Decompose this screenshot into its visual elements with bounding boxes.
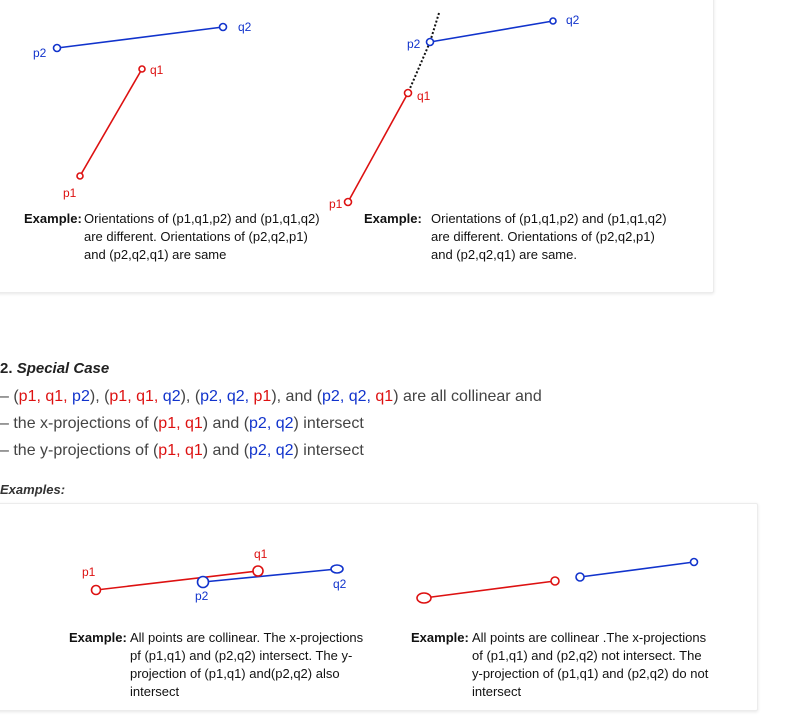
point-q2 <box>549 17 557 25</box>
caption-line: and (p2,q2,q1) are same. <box>431 247 577 262</box>
caption-line: All points are collinear .The x-projecti… <box>472 630 707 645</box>
top-left-diagram: p2 q2 p1 q1 <box>33 20 252 200</box>
segment-p2-q2 <box>579 561 695 578</box>
top-example-card <box>0 0 714 293</box>
caption-line: are different. Orientations of (p2,q2,p1… <box>431 229 655 244</box>
point-p2 <box>575 572 585 582</box>
caption-example-label: Example: <box>69 630 127 645</box>
label-q2: q2 <box>333 577 347 591</box>
segment-p1-q1 <box>79 68 143 177</box>
label-p1: p1 <box>63 186 77 200</box>
section-title: Special Case <box>16 360 110 377</box>
caption-line: y-projection of (p1,q1) and (p2,q2) do n… <box>472 666 709 681</box>
point-q1 <box>252 565 264 577</box>
top-diagrams: p2 q2 p1 q1 p2 q2 p1 q1 <box>33 12 580 211</box>
caption-line: intersect <box>472 684 522 699</box>
caption-line: Orientations of (p1,q1,p2) and (p1,q1,q2… <box>84 211 320 226</box>
caption-example-label: Example: <box>364 211 422 226</box>
segment-p1-q1 <box>95 570 259 591</box>
caption-line: pf (p1,q1) and (p2,q2) intersect. The y- <box>130 648 353 663</box>
segment-p2-q2 <box>429 20 554 43</box>
top-left-caption: Example: Orientations of (p1,q1,p2) and … <box>24 210 344 266</box>
caption-line: of (p1,q1) and (p2,q2) not intersect. Th… <box>472 648 702 663</box>
label-q1: q1 <box>254 547 268 561</box>
point-q1 <box>403 88 413 98</box>
segment-p2-q2 <box>56 26 224 49</box>
point-p1 <box>90 584 102 596</box>
caption-line: All points are collinear. The x-projecti… <box>130 630 364 645</box>
label-p1: p1 <box>329 197 343 211</box>
top-right-caption: Example: Orientations of (p1,q1,p2) and … <box>364 210 694 266</box>
segment-p1-q1 <box>347 92 409 203</box>
section-number: 2. <box>0 360 13 377</box>
point-p1 <box>416 592 432 604</box>
condition-x-projections: – the x-projections of (p1, q1) and (p2,… <box>0 415 364 432</box>
caption-line: intersect <box>130 684 180 699</box>
bottom-left-diagram: p1 q1 p2 q2 <box>82 547 347 603</box>
label-q1: q1 <box>150 63 164 77</box>
bottom-right-diagram <box>416 557 699 604</box>
label-p2: p2 <box>33 46 47 60</box>
point-q1 <box>550 576 560 586</box>
bottom-left-caption: Example: All points are collinear. The x… <box>69 629 389 705</box>
label-p2: p2 <box>407 37 421 51</box>
caption-line: Orientations of (p1,q1,p2) and (p1,q1,q2… <box>431 211 667 226</box>
label-q2: q2 <box>238 20 252 34</box>
caption-line: are different. Orientations of (p2,q2,p1… <box>84 229 308 244</box>
caption-line: projection of (p1,q1) and(p2,q2) also <box>130 666 340 681</box>
bottom-right-caption: Example: All points are collinear .The x… <box>411 629 741 705</box>
point-p1 <box>76 172 84 180</box>
dotted-extension-upper <box>429 12 440 43</box>
top-right-diagram: p2 q2 p1 q1 <box>329 12 580 211</box>
point-q2 <box>218 22 228 32</box>
point-p2 <box>52 43 62 53</box>
examples-label: Examples: <box>0 482 66 497</box>
label-q1: q1 <box>417 89 431 103</box>
condition-collinear: – (p1, q1, p2), (p1, q1, q2), (p2, q2, p… <box>0 388 542 405</box>
point-q2 <box>330 564 344 574</box>
label-p2: p2 <box>195 589 209 603</box>
label-q2: q2 <box>566 13 580 27</box>
segment-p2-q2 <box>202 568 338 583</box>
special-case-heading: 2. Special Case <box>0 360 109 377</box>
segment-p1-q1 <box>423 580 556 599</box>
caption-example-label: Example: <box>411 630 469 645</box>
dotted-extension-lower <box>407 41 431 94</box>
condition-y-projections: – the y-projections of (p1, q1) and (p2,… <box>0 442 364 459</box>
point-q1 <box>138 65 146 73</box>
caption-example-label: Example: <box>24 211 82 226</box>
label-p1: p1 <box>82 565 96 579</box>
point-p2 <box>425 37 435 47</box>
point-p1 <box>343 197 353 207</box>
bottom-example-card <box>0 503 758 711</box>
point-q2 <box>689 557 699 567</box>
caption-line: and (p2,q2,q1) are same <box>84 247 227 262</box>
point-p2 <box>196 575 210 589</box>
